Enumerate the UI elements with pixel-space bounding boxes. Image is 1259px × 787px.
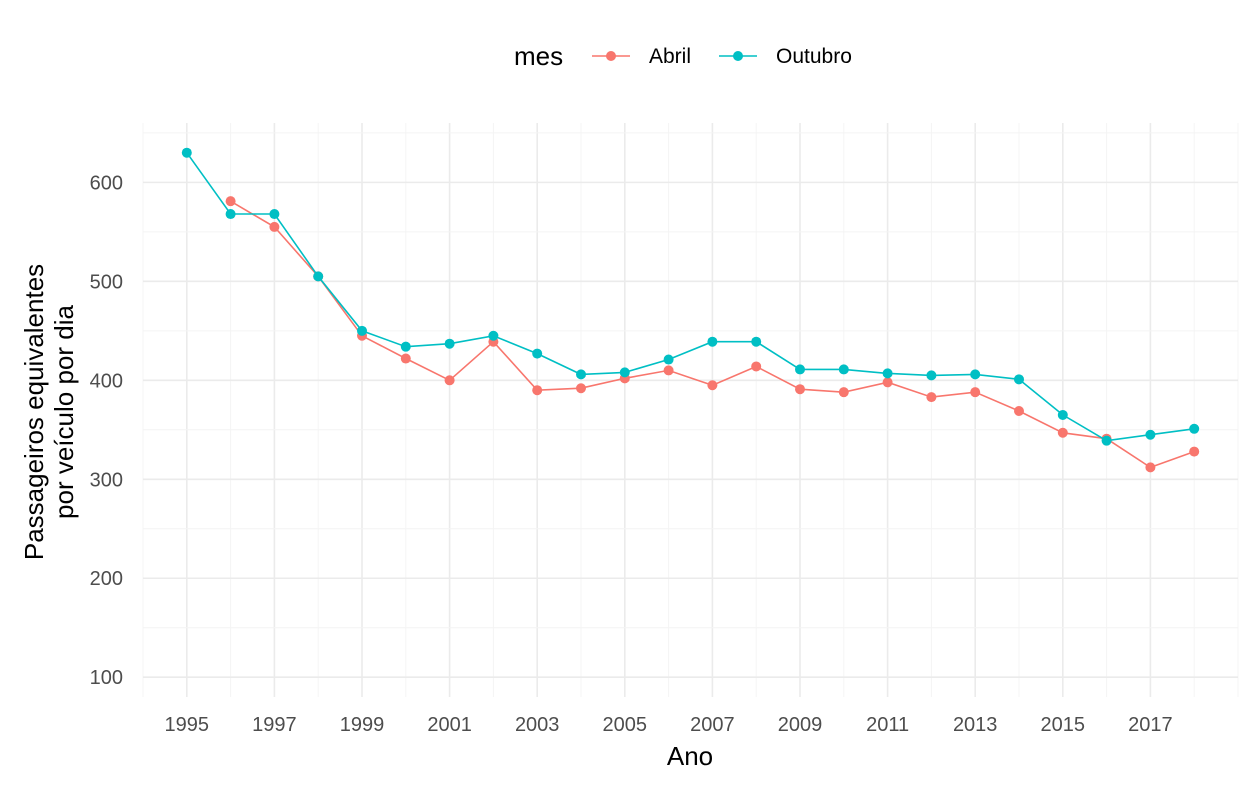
- x-tick-label: 2009: [778, 714, 823, 736]
- data-point-outubro: [1189, 423, 1200, 434]
- data-point-abril: [882, 377, 893, 388]
- x-tick-label: 1999: [340, 714, 385, 736]
- data-point-outubro: [882, 368, 893, 379]
- data-point-outubro: [838, 364, 849, 375]
- y-axis-title-line-1: Passageiros equivalentes: [19, 264, 49, 560]
- x-tick-label: 2007: [690, 714, 735, 736]
- x-tick-label: 2001: [427, 714, 472, 736]
- legend-item-outubro: Outubro: [719, 45, 852, 68]
- y-axis-ticks: 100 200 300 400 500 600: [90, 172, 123, 689]
- legend: mes Abril Outubro: [514, 41, 852, 71]
- y-axis-title-line-2: por veículo por dia: [49, 305, 79, 519]
- data-point-abril: [444, 375, 455, 386]
- data-point-abril: [1014, 405, 1024, 416]
- data-point-outubro: [751, 336, 762, 347]
- data-point-abril: [225, 196, 236, 207]
- data-point-abril: [795, 384, 805, 395]
- data-point-outubro: [181, 147, 192, 158]
- series-line-outubro: [186, 152, 1195, 442]
- data-point-abril: [970, 387, 981, 398]
- series-layer: [181, 147, 1200, 473]
- data-point-outubro: [1057, 409, 1068, 420]
- data-point-outubro: [313, 271, 324, 282]
- data-point-abril: [751, 361, 762, 372]
- data-point-outubro: [707, 336, 718, 347]
- y-tick-label: 600: [90, 172, 123, 194]
- y-tick-label: 300: [90, 469, 123, 491]
- data-point-outubro: [1014, 374, 1024, 385]
- grid: [142, 123, 1239, 697]
- y-axis-title: Passageiros equivalentes por veículo por…: [19, 264, 79, 560]
- data-point-abril: [1189, 446, 1200, 457]
- data-point-abril: [532, 385, 543, 396]
- data-point-outubro: [970, 369, 981, 380]
- legend-label-abril: Abril: [649, 45, 691, 68]
- legend-item-abril: Abril: [592, 45, 691, 68]
- data-point-outubro: [488, 330, 499, 341]
- data-point-abril: [400, 353, 411, 364]
- legend-key-point-abril: [606, 51, 616, 61]
- x-tick-label: 1995: [165, 714, 210, 736]
- data-point-abril: [838, 387, 849, 398]
- legend-title: mes: [514, 41, 563, 71]
- y-tick-label: 400: [90, 370, 123, 392]
- data-point-outubro: [532, 348, 543, 359]
- x-tick-label: 2017: [1128, 714, 1173, 736]
- data-point-abril: [576, 383, 586, 394]
- data-point-outubro: [225, 209, 236, 220]
- x-axis-title: Ano: [667, 741, 713, 771]
- data-point-abril: [707, 380, 718, 391]
- data-point-outubro: [1101, 435, 1112, 446]
- x-axis-ticks: 1995 1997 1999 2001 2003 2005 2007 2009 2011 2013…: [165, 714, 1173, 736]
- data-point-outubro: [357, 325, 367, 336]
- legend-key-point-outubro: [733, 51, 743, 61]
- x-tick-label: 2015: [1041, 714, 1086, 736]
- data-point-outubro: [576, 369, 586, 380]
- data-point-outubro: [400, 341, 411, 352]
- data-point-abril: [269, 221, 280, 232]
- y-tick-label: 500: [90, 271, 123, 293]
- data-point-abril: [1145, 462, 1156, 473]
- x-tick-label: 2013: [953, 714, 998, 736]
- data-point-outubro: [663, 354, 674, 365]
- data-point-outubro: [926, 370, 937, 381]
- data-point-outubro: [619, 367, 630, 378]
- x-tick-label: 2003: [515, 714, 560, 736]
- legend-label-outubro: Outubro: [776, 45, 852, 68]
- x-tick-label: 2011: [866, 714, 909, 736]
- data-point-abril: [1057, 427, 1068, 438]
- data-point-outubro: [269, 209, 280, 220]
- x-tick-label: 2005: [603, 714, 648, 736]
- data-point-abril: [663, 365, 674, 376]
- x-tick-label: 1997: [252, 714, 297, 736]
- data-point-abril: [926, 392, 937, 403]
- series-outubro: [181, 147, 1200, 446]
- data-point-outubro: [1145, 429, 1156, 440]
- data-point-outubro: [444, 338, 455, 349]
- data-point-outubro: [795, 364, 805, 375]
- y-tick-label: 200: [90, 568, 123, 590]
- y-tick-label: 100: [90, 667, 123, 689]
